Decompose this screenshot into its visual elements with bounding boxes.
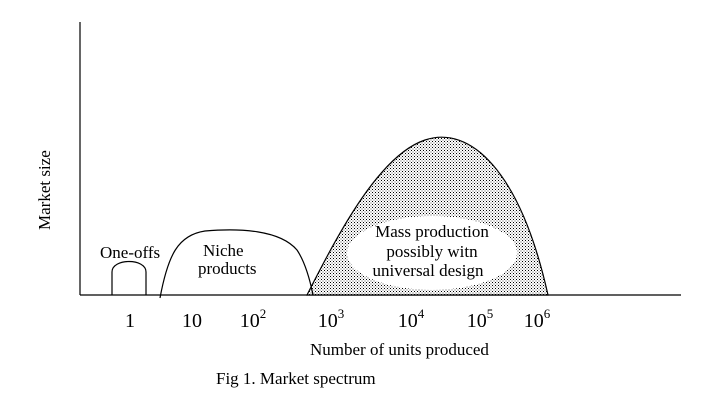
tick-exponent: 3 xyxy=(338,306,345,321)
tick-base: 10 xyxy=(467,310,487,332)
tick-exponent: 2 xyxy=(260,306,267,321)
tick-exponent: 6 xyxy=(544,306,551,321)
tick-label: 103 xyxy=(318,306,345,332)
mass-label-line-1: Mass production xyxy=(375,222,489,241)
tick-base: 10 xyxy=(182,310,202,332)
tick-base: 1 xyxy=(125,310,135,332)
tick-base: 10 xyxy=(524,310,544,332)
niche-label-line-1: Niche xyxy=(203,241,244,260)
y-axis-label: Market size xyxy=(35,150,54,230)
x-axis-tick-labels: 1 10 102 103 104 105 106 xyxy=(125,306,551,332)
one-offs-curve xyxy=(111,260,147,295)
tick-base: 10 xyxy=(318,310,338,332)
niche-products-curve xyxy=(159,229,314,299)
tick-exponent: 4 xyxy=(418,306,425,321)
tick-label: 10 xyxy=(182,310,202,332)
mass-label-line-2: possibly witn xyxy=(386,242,478,261)
mass-production-label-background xyxy=(347,216,517,290)
tick-base: 10 xyxy=(398,310,418,332)
tick-base: 10 xyxy=(240,310,260,332)
mass-label-line-3: universal design xyxy=(373,261,484,280)
tick-exponent: 5 xyxy=(487,306,494,321)
tick-label: 105 xyxy=(467,306,494,332)
tick-label: 106 xyxy=(524,306,551,332)
tick-label: 1 xyxy=(125,310,135,332)
niche-label-line-2: products xyxy=(198,259,257,278)
tick-label: 104 xyxy=(398,306,425,332)
figure-caption: Fig 1. Market spectrum xyxy=(216,369,376,388)
x-axis-label: Number of units produced xyxy=(310,340,489,359)
tick-label: 102 xyxy=(240,306,267,332)
one-offs-label: One-offs xyxy=(100,243,160,262)
